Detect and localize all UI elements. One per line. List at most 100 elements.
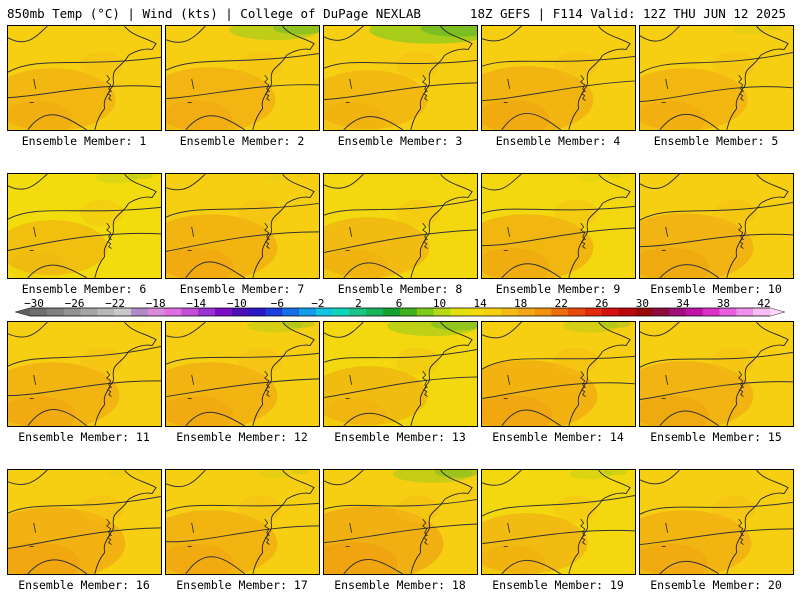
- ensemble-member-map: [639, 173, 794, 279]
- colorbar-swatch: [551, 308, 569, 316]
- colorbar-swatch: [231, 308, 250, 316]
- colorbar-swatch: [383, 308, 401, 316]
- ensemble-member-map: [165, 469, 320, 575]
- colorbar-tick-label: −26: [64, 297, 85, 310]
- ensemble-member-map: [7, 469, 162, 575]
- colorbar-swatch: [585, 308, 603, 316]
- colorbar-tick-label: −30: [24, 297, 44, 310]
- colorbar-swatch: [198, 308, 216, 316]
- colorbar-tick-label: 6: [395, 297, 403, 310]
- colorbar-tick-label: −6: [270, 297, 284, 310]
- colorbar-swatch: [282, 308, 300, 316]
- colorbar-tick-label: 38: [716, 297, 731, 310]
- ensemble-member-label: Ensemble Member: 18: [334, 578, 466, 592]
- temperature-colorbar: [14, 307, 786, 317]
- colorbar-swatch: [265, 308, 283, 316]
- colorbar-tick-label: −14: [186, 297, 207, 310]
- colorbar-swatch: [534, 308, 552, 316]
- colorbar-tick-label: 2: [355, 297, 362, 310]
- colorbar-swatch: [484, 308, 502, 316]
- ensemble-member-label: Ensemble Member: 8: [337, 282, 463, 296]
- colorbar-swatch: [181, 308, 199, 316]
- ensemble-member-map: [165, 173, 320, 279]
- ensemble-member-label: Ensemble Member: 10: [650, 282, 782, 296]
- colorbar-swatch: [433, 308, 451, 316]
- ensemble-member-label: Ensemble Member: 15: [650, 430, 782, 444]
- colorbar-swatch: [130, 308, 149, 316]
- ensemble-member-map: [481, 25, 636, 131]
- ensemble-member-label: Ensemble Member: 12: [176, 430, 308, 444]
- colorbar-high-arrow: [770, 308, 784, 316]
- ensemble-member-map: [7, 25, 162, 131]
- colorbar-tick-label: −2: [311, 297, 325, 310]
- colorbar-swatch: [80, 308, 98, 316]
- colorbar-swatch: [669, 308, 687, 316]
- colorbar-swatch: [366, 308, 384, 316]
- colorbar-swatch: [618, 308, 636, 316]
- colorbar-swatch: [299, 308, 317, 316]
- colorbar-swatch: [114, 308, 132, 316]
- colorbar-swatch: [63, 308, 81, 316]
- colorbar-tick-label: 10: [432, 297, 447, 310]
- ensemble-member-map: [165, 321, 320, 427]
- ensemble-member-label: Ensemble Member: 17: [176, 578, 308, 592]
- colorbar-swatch: [349, 308, 367, 316]
- ensemble-member-label: Ensemble Member: 13: [334, 430, 466, 444]
- colorbar-tick-label: −18: [145, 297, 166, 310]
- colorbar-swatch: [97, 308, 115, 316]
- ensemble-member-map: [481, 173, 636, 279]
- colorbar-swatch: [46, 308, 65, 316]
- ensemble-member-label: Ensemble Member: 7: [179, 282, 305, 296]
- colorbar-tick-label: −10: [226, 297, 247, 310]
- ensemble-member-map: [639, 25, 794, 131]
- ensemble-member-map: [7, 321, 162, 427]
- colorbar-swatch: [568, 308, 586, 316]
- ensemble-member-label: Ensemble Member: 11: [18, 430, 150, 444]
- ensemble-member-map: [481, 321, 636, 427]
- colorbar-low-arrow: [16, 308, 30, 316]
- colorbar-swatch: [635, 308, 653, 316]
- ensemble-member-label: Ensemble Member: 1: [21, 134, 147, 148]
- colorbar-swatch: [248, 308, 266, 316]
- colorbar-swatch: [652, 308, 670, 316]
- colorbar-tick-label: 14: [473, 297, 487, 310]
- colorbar-tick-label: 18: [514, 297, 528, 310]
- colorbar-swatch: [450, 308, 468, 316]
- colorbar-swatch: [164, 308, 182, 316]
- ensemble-member-label: Ensemble Member: 3: [337, 134, 463, 148]
- colorbar-swatch: [736, 308, 754, 316]
- ensemble-member-label: Ensemble Member: 14: [492, 430, 624, 444]
- colorbar-swatch: [467, 308, 485, 316]
- ensemble-member-label: Ensemble Member: 20: [650, 578, 782, 592]
- ensemble-member-label: Ensemble Member: 9: [495, 282, 621, 296]
- ensemble-member-map: [481, 469, 636, 575]
- colorbar-swatch: [400, 308, 418, 316]
- colorbar-swatch: [147, 308, 166, 316]
- ensemble-member-label: Ensemble Member: 5: [653, 134, 779, 148]
- colorbar-swatch: [315, 308, 334, 316]
- colorbar-swatch: [30, 308, 48, 316]
- run-valid-time: 18Z GEFS | F114 Valid: 12Z THU JUN 12 20…: [469, 6, 786, 21]
- colorbar-swatch: [215, 308, 233, 316]
- colorbar-swatch: [719, 308, 737, 316]
- colorbar-tick-label: −22: [105, 297, 126, 310]
- ensemble-member-label: Ensemble Member: 16: [18, 578, 150, 592]
- ensemble-member-map: [323, 25, 478, 131]
- colorbar-swatch: [416, 308, 435, 316]
- ensemble-member-label: Ensemble Member: 2: [179, 134, 305, 148]
- ensemble-member-map: [323, 469, 478, 575]
- ensemble-member-map: [323, 173, 478, 279]
- ensemble-member-map: [7, 173, 162, 279]
- ensemble-member-label: Ensemble Member: 6: [21, 282, 147, 296]
- ensemble-member-label: Ensemble Member: 4: [495, 134, 621, 148]
- colorbar-swatch: [685, 308, 704, 316]
- colorbar-tick-label: 26: [595, 297, 609, 310]
- colorbar-swatch: [500, 308, 519, 316]
- colorbar-swatch: [601, 308, 620, 316]
- colorbar-tick-label: 22: [554, 297, 568, 310]
- colorbar-tick-label: 42: [757, 297, 771, 310]
- colorbar-swatch: [753, 308, 771, 316]
- colorbar-swatch: [332, 308, 351, 316]
- ensemble-member-map: [323, 321, 478, 427]
- ensemble-member-label: Ensemble Member: 19: [492, 578, 624, 592]
